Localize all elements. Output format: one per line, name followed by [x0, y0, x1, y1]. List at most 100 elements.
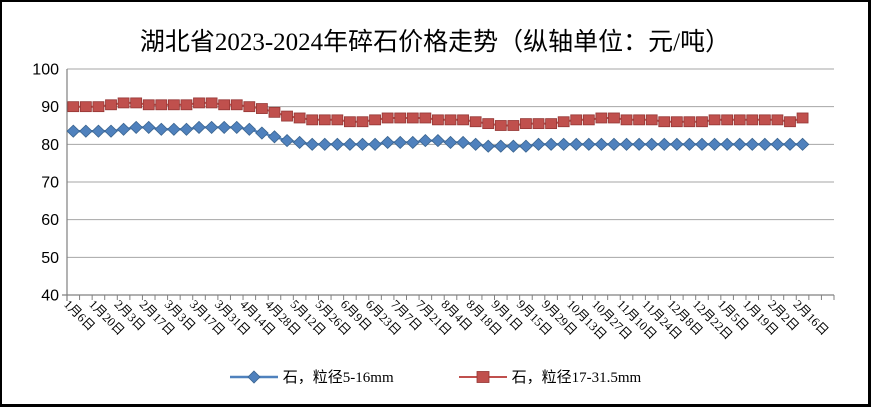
- data-point-marker: [129, 120, 143, 134]
- data-point-marker: [318, 114, 331, 126]
- data-point-marker: [406, 112, 419, 124]
- data-point-marker: [595, 112, 608, 124]
- data-point-marker: [544, 137, 558, 151]
- data-point-marker: [545, 118, 557, 130]
- data-point-marker: [192, 120, 206, 134]
- data-point-marker: [79, 124, 93, 138]
- data-point-marker: [531, 137, 546, 151]
- data-point-marker: [608, 112, 620, 124]
- data-point-marker: [268, 106, 281, 118]
- data-point-marker: [381, 112, 394, 124]
- data-point-marker: [142, 99, 155, 111]
- data-point-marker: [658, 116, 671, 128]
- data-point-marker: [91, 124, 106, 138]
- data-point-marker: [281, 110, 293, 122]
- data-point-marker: [205, 97, 218, 109]
- line-diamond-marker-icon: [229, 369, 278, 384]
- data-point-marker: [482, 118, 495, 130]
- data-point-marker: [746, 114, 759, 126]
- data-point-marker: [255, 103, 268, 114]
- data-point-marker: [632, 137, 646, 151]
- data-point-marker: [570, 114, 583, 126]
- data-point-marker: [331, 114, 344, 126]
- data-point-marker: [394, 112, 407, 124]
- data-point-marker: [732, 137, 747, 151]
- data-point-marker: [406, 135, 420, 150]
- y-axis-tick-label: 100: [32, 62, 59, 79]
- line-square-marker-icon: [458, 370, 507, 383]
- data-point-marker: [633, 114, 646, 126]
- y-axis-tick-label: 70: [41, 175, 59, 192]
- data-point-marker: [620, 114, 633, 126]
- data-point-marker: [783, 137, 797, 151]
- data-point-marker: [431, 134, 445, 148]
- y-axis-tick-label: 80: [41, 137, 59, 154]
- data-point-marker: [645, 114, 658, 126]
- data-point-marker: [670, 116, 683, 128]
- data-point-marker: [418, 134, 433, 148]
- data-point-marker: [393, 135, 407, 150]
- data-point-marker: [456, 135, 470, 150]
- data-point-marker: [369, 114, 381, 126]
- data-point-marker: [720, 137, 734, 151]
- data-point-marker: [556, 137, 571, 151]
- data-point-marker: [582, 137, 596, 151]
- data-point-marker: [180, 99, 193, 111]
- data-point-marker: [355, 137, 370, 151]
- data-point-marker: [130, 97, 143, 109]
- data-point-marker: [481, 139, 495, 153]
- data-point-marker: [507, 120, 520, 131]
- data-point-marker: [204, 120, 219, 134]
- data-point-marker: [117, 97, 130, 109]
- data-point-marker: [218, 99, 231, 111]
- data-point-marker: [116, 122, 131, 136]
- data-point-marker: [305, 137, 319, 151]
- chart-title: 湖北省2023-2024年碎石价格走势（纵轴单位：元/吨）: [139, 29, 731, 56]
- data-point-marker: [758, 114, 771, 126]
- data-point-marker: [468, 137, 483, 151]
- data-point-marker: [594, 137, 609, 151]
- data-point-marker: [795, 137, 810, 151]
- chart-legend: 石，粒径5-16mm 石，粒径17-31.5mm: [2, 366, 868, 387]
- data-point-marker: [532, 118, 545, 130]
- y-axis-tick-label: 40: [41, 288, 59, 305]
- data-point-marker: [519, 139, 533, 153]
- data-point-marker: [758, 137, 772, 151]
- data-point-marker: [745, 137, 760, 151]
- data-point-marker: [79, 101, 92, 113]
- data-point-marker: [280, 134, 294, 148]
- data-point-marker: [306, 114, 319, 126]
- data-point-marker: [432, 114, 444, 126]
- data-point-marker: [457, 114, 469, 126]
- data-point-marker: [292, 135, 307, 150]
- data-point-marker: [317, 137, 332, 151]
- data-point-marker: [255, 126, 269, 140]
- data-point-marker: [167, 99, 180, 111]
- data-point-marker: [670, 137, 684, 151]
- data-point-marker: [444, 114, 457, 126]
- data-point-marker: [683, 116, 696, 128]
- data-point-marker: [520, 118, 532, 130]
- data-point-marker: [293, 112, 306, 124]
- data-point-marker: [569, 137, 584, 151]
- data-point-marker: [344, 116, 356, 128]
- legend-label-series-2: 石，粒径17-31.5mm: [511, 370, 642, 386]
- data-point-marker: [155, 99, 168, 111]
- data-point-marker: [657, 137, 672, 151]
- data-point-marker: [695, 137, 709, 151]
- data-point-marker: [154, 122, 169, 136]
- data-point-marker: [506, 139, 521, 153]
- y-axis-tick-label: 90: [41, 99, 59, 116]
- data-point-marker: [696, 116, 708, 128]
- data-point-marker: [708, 114, 721, 126]
- data-point-marker: [582, 114, 595, 126]
- y-axis-tick-label: 60: [41, 212, 59, 229]
- data-point-marker: [267, 130, 282, 144]
- data-point-marker: [67, 101, 80, 113]
- data-point-marker: [644, 137, 659, 151]
- data-point-marker: [104, 124, 118, 138]
- data-point-marker: [796, 112, 809, 124]
- data-point-marker: [92, 101, 105, 113]
